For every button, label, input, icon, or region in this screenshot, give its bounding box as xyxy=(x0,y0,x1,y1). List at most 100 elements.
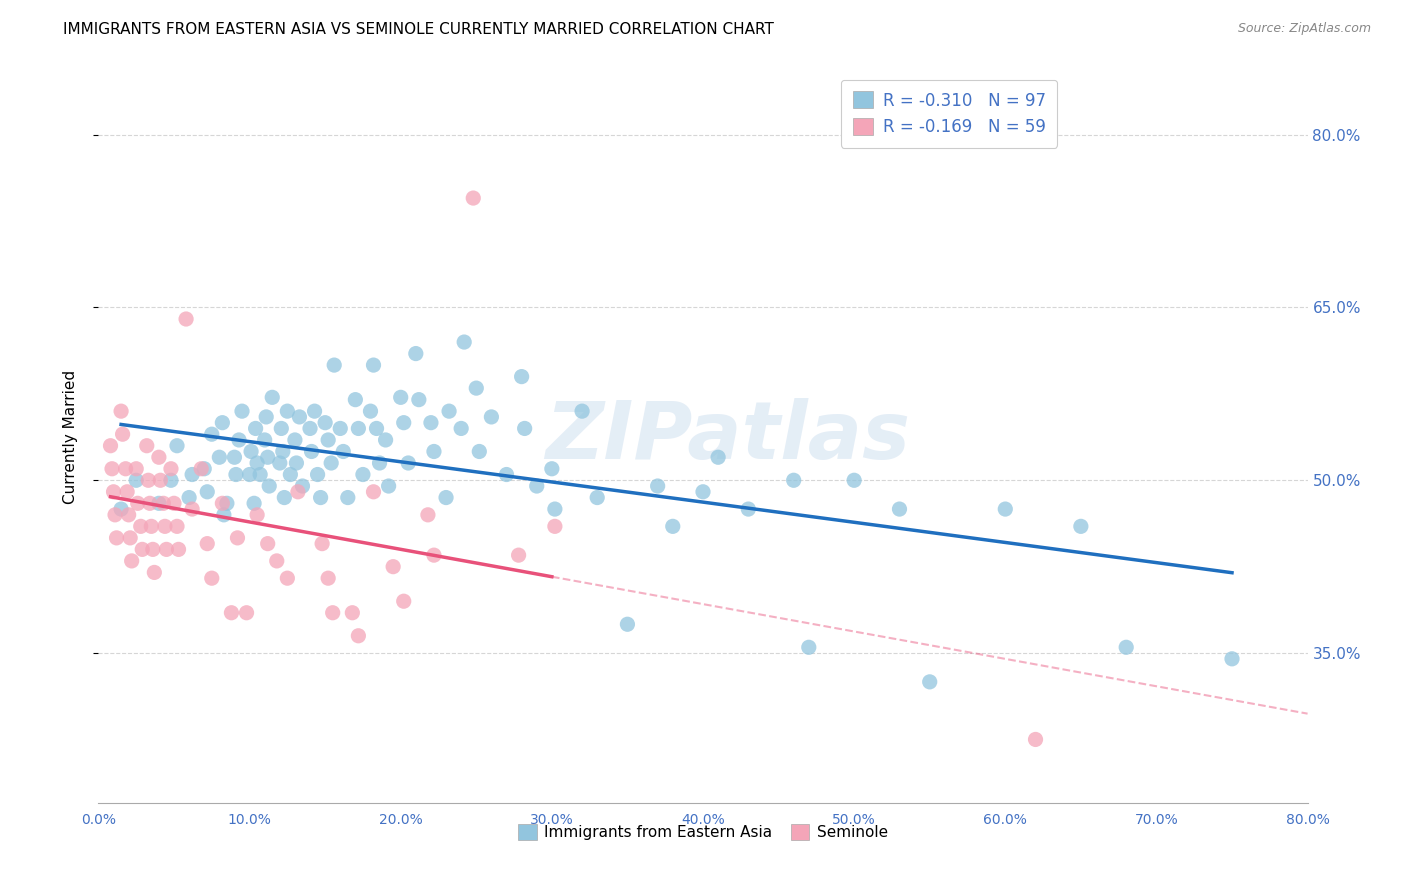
Point xyxy=(408,392,430,407)
Point xyxy=(101,462,124,476)
Point xyxy=(153,519,176,533)
Point xyxy=(276,571,298,585)
Point xyxy=(243,496,266,510)
Point xyxy=(285,456,308,470)
Y-axis label: Currently Married: Currently Married xyxy=(63,370,77,504)
Point xyxy=(1115,640,1137,655)
Point xyxy=(239,467,262,482)
Point xyxy=(329,421,352,435)
Point xyxy=(160,473,183,487)
Point xyxy=(225,467,247,482)
Point xyxy=(465,381,488,395)
Point xyxy=(111,427,134,442)
Point xyxy=(179,491,201,505)
Point xyxy=(377,479,399,493)
Point xyxy=(195,536,218,550)
Point xyxy=(363,484,385,499)
Point xyxy=(276,404,298,418)
Point xyxy=(299,421,322,435)
Point xyxy=(121,554,143,568)
Point xyxy=(221,606,243,620)
Point xyxy=(254,409,277,424)
Text: ZIPatlas: ZIPatlas xyxy=(544,398,910,476)
Point xyxy=(1024,732,1046,747)
Point xyxy=(139,496,162,510)
Point xyxy=(174,312,197,326)
Point xyxy=(304,404,326,418)
Point xyxy=(273,491,295,505)
Point xyxy=(256,450,278,465)
Point xyxy=(352,467,374,482)
Point xyxy=(125,462,148,476)
Point xyxy=(201,427,224,442)
Point xyxy=(149,473,172,487)
Point xyxy=(118,508,141,522)
Point xyxy=(224,450,246,465)
Point xyxy=(544,519,567,533)
Point xyxy=(131,542,153,557)
Point xyxy=(280,467,302,482)
Point xyxy=(100,439,122,453)
Point xyxy=(374,433,396,447)
Point xyxy=(392,594,415,608)
Point xyxy=(797,640,820,655)
Point xyxy=(661,519,683,533)
Point xyxy=(129,519,152,533)
Point xyxy=(211,496,233,510)
Point xyxy=(544,502,567,516)
Point xyxy=(104,508,127,522)
Point xyxy=(1220,652,1243,666)
Point xyxy=(316,433,339,447)
Point xyxy=(707,450,730,465)
Point xyxy=(257,479,280,493)
Point xyxy=(783,473,806,487)
Point xyxy=(347,629,370,643)
Point xyxy=(307,467,329,482)
Point xyxy=(994,502,1017,516)
Point xyxy=(396,456,419,470)
Point xyxy=(166,519,188,533)
Point xyxy=(201,571,224,585)
Point xyxy=(360,404,382,418)
Point xyxy=(918,674,941,689)
Point xyxy=(148,496,170,510)
Point xyxy=(163,496,186,510)
Point xyxy=(420,416,443,430)
Point xyxy=(314,416,336,430)
Point xyxy=(586,491,609,505)
Point xyxy=(647,479,669,493)
Point xyxy=(392,416,415,430)
Point xyxy=(287,484,309,499)
Point xyxy=(160,462,183,476)
Point xyxy=(526,479,548,493)
Point xyxy=(115,484,138,499)
Point xyxy=(240,444,263,458)
Point xyxy=(269,456,291,470)
Point xyxy=(215,496,238,510)
Point xyxy=(889,502,911,516)
Point xyxy=(193,462,215,476)
Point xyxy=(271,444,294,458)
Point xyxy=(344,392,367,407)
Point xyxy=(246,508,269,522)
Point xyxy=(127,496,149,510)
Point xyxy=(347,421,370,435)
Point xyxy=(368,456,391,470)
Point xyxy=(389,390,412,404)
Point xyxy=(311,536,333,550)
Point xyxy=(195,484,218,499)
Point xyxy=(508,548,530,562)
Point xyxy=(321,456,343,470)
Point xyxy=(212,508,235,522)
Point xyxy=(510,369,533,384)
Point xyxy=(571,404,593,418)
Point xyxy=(382,559,405,574)
Point xyxy=(416,508,439,522)
Point xyxy=(481,409,503,424)
Point xyxy=(513,421,536,435)
Point xyxy=(540,462,562,476)
Point xyxy=(434,491,457,505)
Point xyxy=(316,571,339,585)
Point xyxy=(143,566,166,580)
Point xyxy=(125,473,148,487)
